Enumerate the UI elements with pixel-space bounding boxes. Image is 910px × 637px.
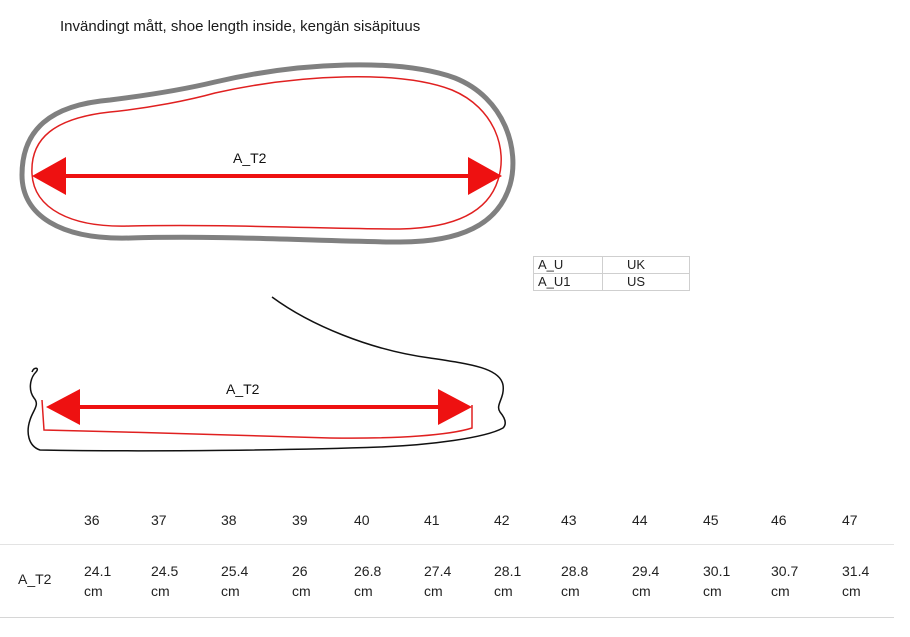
side-shoe-outline bbox=[27, 296, 506, 452]
size-length-cell: 26.8 cm bbox=[354, 561, 381, 601]
row-label: A_T2 bbox=[18, 571, 52, 587]
side-insole-outline bbox=[41, 399, 473, 439]
length-unit: cm bbox=[221, 583, 240, 599]
size-label: 47 bbox=[842, 512, 858, 528]
size-length-cell: 27.4 cm bbox=[424, 561, 451, 601]
size-length-cell: 24.1 cm bbox=[84, 561, 111, 601]
length-value: 26 bbox=[292, 563, 308, 579]
length-value: 28.1 bbox=[494, 563, 522, 579]
length-unit: cm bbox=[151, 583, 170, 599]
length-value: 30.1 bbox=[703, 563, 731, 579]
size-label: 38 bbox=[221, 512, 237, 528]
shoe-diagram: A_T2 A_T2 bbox=[19, 62, 516, 452]
length-unit: cm bbox=[84, 583, 103, 599]
legend-value: US bbox=[602, 273, 690, 291]
legend-code: A_U1 bbox=[533, 273, 603, 291]
legend-code: A_U bbox=[533, 256, 603, 274]
size-length-cell: 31.4 cm bbox=[842, 561, 869, 601]
size-label: 45 bbox=[703, 512, 719, 528]
size-length-cell: 28.8 cm bbox=[561, 561, 588, 601]
length-value: 25.4 bbox=[221, 563, 249, 579]
side-dimension-label: A_T2 bbox=[226, 381, 260, 397]
size-label: 37 bbox=[151, 512, 167, 528]
length-value: 30.7 bbox=[771, 563, 799, 579]
size-system-legend: A_U UK A_U1 US bbox=[533, 256, 690, 291]
length-unit: cm bbox=[703, 583, 722, 599]
arrow-head-right bbox=[468, 157, 502, 195]
size-table: 36 37 38 39 40 41 42 43 44 45 46 47 A_T2 24.1 cm 24.5… bbox=[0, 500, 894, 618]
size-label: 40 bbox=[354, 512, 370, 528]
length-value: 24.5 bbox=[151, 563, 179, 579]
size-label: 39 bbox=[292, 512, 308, 528]
size-header-row: 36 37 38 39 40 41 42 43 44 45 46 47 bbox=[0, 500, 894, 544]
size-value-row: A_T2 24.1 cm 24.5 cm 25.4 cm 26 cm 26.8 cm 27.4 cm 2… bbox=[0, 544, 894, 618]
size-length-cell: 29.4 cm bbox=[632, 561, 659, 601]
size-label: 44 bbox=[632, 512, 648, 528]
length-unit: cm bbox=[632, 583, 651, 599]
size-length-cell: 30.1 cm bbox=[703, 561, 730, 601]
legend-row: A_U UK bbox=[533, 256, 690, 274]
length-unit: cm bbox=[424, 583, 443, 599]
length-value: 31.4 bbox=[842, 563, 870, 579]
length-unit: cm bbox=[842, 583, 861, 599]
size-label: 46 bbox=[771, 512, 787, 528]
side-arrow-head-left bbox=[46, 389, 80, 425]
length-unit: cm bbox=[354, 583, 373, 599]
arrow-head-left bbox=[32, 157, 66, 195]
length-value: 26.8 bbox=[354, 563, 382, 579]
size-label: 43 bbox=[561, 512, 577, 528]
size-length-cell: 30.7 cm bbox=[771, 561, 798, 601]
size-label: 36 bbox=[84, 512, 100, 528]
length-value: 29.4 bbox=[632, 563, 660, 579]
length-unit: cm bbox=[561, 583, 580, 599]
side-arrow-head-right bbox=[438, 389, 472, 425]
size-label: 41 bbox=[424, 512, 440, 528]
sole-outline bbox=[19, 62, 516, 245]
top-dimension-label: A_T2 bbox=[233, 150, 267, 166]
length-unit: cm bbox=[292, 583, 311, 599]
legend-value: UK bbox=[602, 256, 690, 274]
size-length-cell: 24.5 cm bbox=[151, 561, 178, 601]
length-value: 27.4 bbox=[424, 563, 452, 579]
size-label: 42 bbox=[494, 512, 510, 528]
length-value: 24.1 bbox=[84, 563, 112, 579]
length-value: 28.8 bbox=[561, 563, 589, 579]
size-length-cell: 26 cm bbox=[292, 561, 311, 601]
insole-outline bbox=[31, 76, 502, 230]
length-unit: cm bbox=[771, 583, 790, 599]
size-length-cell: 25.4 cm bbox=[221, 561, 248, 601]
page-title: Invändingt mått, shoe length inside, ken… bbox=[60, 18, 421, 35]
length-unit: cm bbox=[494, 583, 513, 599]
legend-row: A_U1 US bbox=[533, 273, 690, 291]
size-length-cell: 28.1 cm bbox=[494, 561, 521, 601]
